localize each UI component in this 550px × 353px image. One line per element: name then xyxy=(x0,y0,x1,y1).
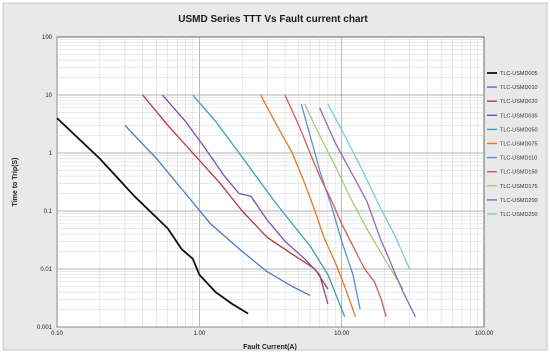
legend-label: TLC-USMD110 xyxy=(500,156,537,162)
x-tick-label: 0.10 xyxy=(51,331,63,337)
grid xyxy=(56,37,484,328)
x-tick-label: 10.00 xyxy=(334,331,350,337)
y-tick-label: 1 xyxy=(49,151,53,157)
series-line-tlc-usmd150 xyxy=(284,94,387,317)
tick-labels: 0.10 1.00 10.00 100.00 100 10 1 0.1 0.01 0.001 xyxy=(37,35,494,337)
series-line-tlc-usmd035 xyxy=(161,94,329,305)
x-tick-label: 1.00 xyxy=(193,331,205,337)
legend: TLC-USMD005 TLC-USMD010 TLC-USMD020 TLC-USM… xyxy=(487,71,538,218)
legend-label: TLC-USMD020 xyxy=(500,99,538,105)
legend-label: TLC-USMD010 xyxy=(500,85,538,91)
legend-label: TLC-USMD175 xyxy=(500,184,538,190)
legend-label: TLC-USMD250 xyxy=(500,212,538,218)
y-tick-label: 0.001 xyxy=(37,325,53,331)
legend-label: TLC-USMD075 xyxy=(500,142,538,148)
y-axis-label: Time to Trip(S) xyxy=(12,158,19,207)
series-line-tlc-usmd110 xyxy=(300,103,361,310)
legend-label: TLC-USMD150 xyxy=(500,170,538,176)
series-line-tlc-usmd250 xyxy=(327,103,411,270)
series-lines xyxy=(56,94,417,318)
x-tick-label: 100.00 xyxy=(475,331,494,337)
legend-label: TLC-USMD050 xyxy=(500,127,538,133)
y-tick-label: 0.1 xyxy=(44,209,53,215)
legend-label: TLC-USMD005 xyxy=(500,71,538,77)
y-tick-label: 100 xyxy=(42,35,53,41)
legend-label: TLC-USMD200 xyxy=(500,198,538,204)
series-line-tlc-usmd175 xyxy=(304,103,404,290)
chart-title: USMD Series TTT Vs Fault current chart xyxy=(178,14,368,25)
y-tick-label: 0.01 xyxy=(40,267,52,273)
plot-area xyxy=(56,36,485,328)
y-tick-label: 10 xyxy=(45,93,52,99)
series-line-tlc-usmd075 xyxy=(260,94,357,318)
series-line-tlc-usmd200 xyxy=(319,107,417,318)
series-line-tlc-usmd020 xyxy=(142,94,329,290)
series-line-tlc-usmd005 xyxy=(56,117,249,315)
series-line-tlc-usmd010 xyxy=(124,124,311,296)
legend-label: TLC-USMD035 xyxy=(500,113,538,119)
x-axis-label: Fault Current(A) xyxy=(243,344,297,351)
series-line-tlc-usmd050 xyxy=(192,94,346,318)
